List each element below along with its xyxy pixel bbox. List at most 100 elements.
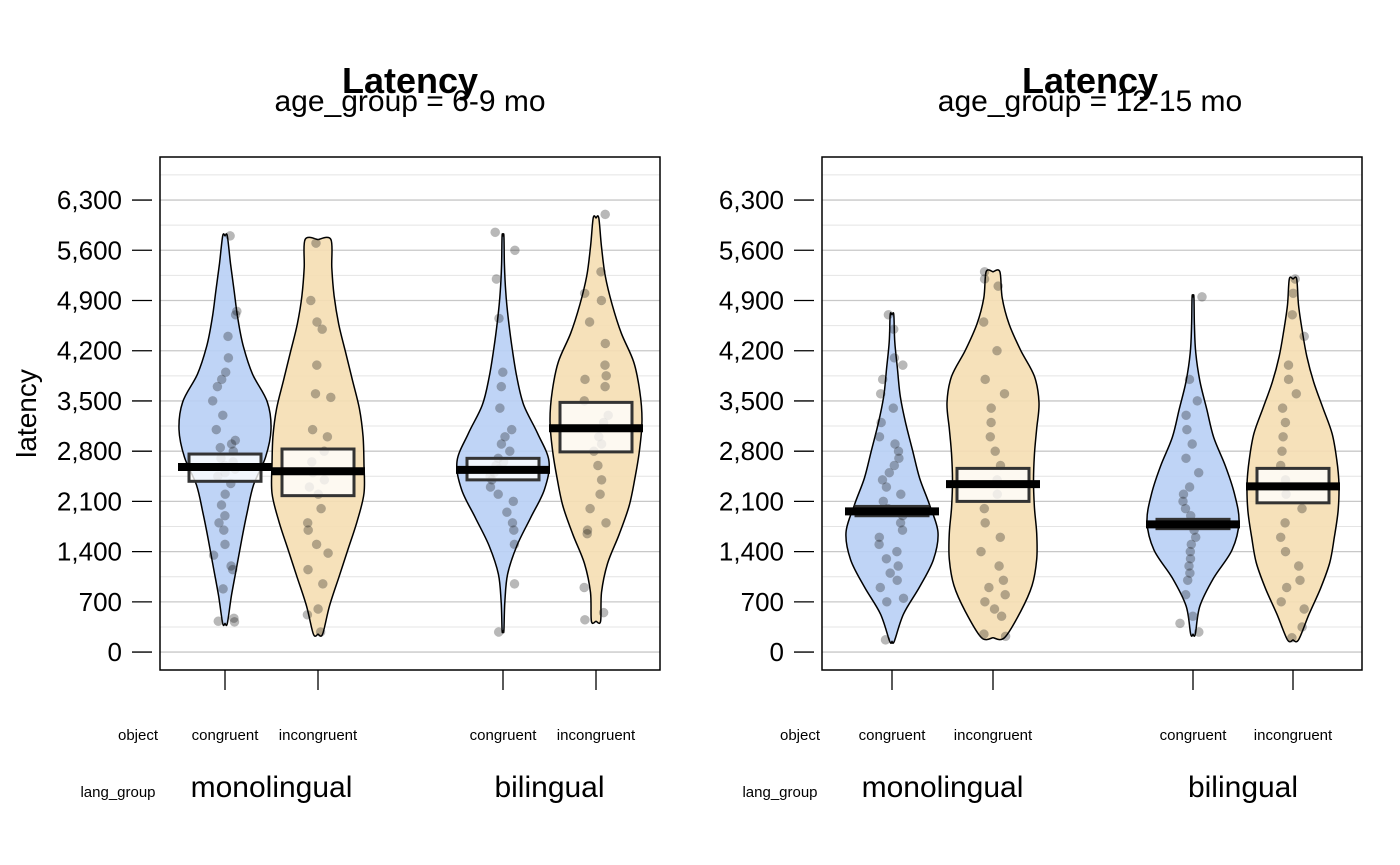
data-point [580, 374, 590, 385]
data-point [596, 295, 607, 306]
data-point [979, 266, 990, 277]
data-point [491, 274, 502, 284]
data-point [892, 546, 902, 557]
data-point [986, 417, 996, 428]
data-point [1297, 503, 1307, 514]
data-point [303, 525, 314, 535]
data-point [315, 627, 326, 637]
data-point [979, 274, 990, 284]
y-tick-label: 0 [108, 637, 122, 667]
violin-bilingual-congruent [1146, 292, 1240, 637]
data-point [1181, 453, 1191, 464]
x-factor-label-lang-group: lang_group [742, 784, 817, 801]
data-point [495, 403, 505, 413]
violin-shape [178, 233, 272, 627]
data-point [994, 561, 1004, 571]
data-point [490, 227, 501, 238]
data-point [883, 309, 894, 320]
data-point [313, 604, 323, 614]
data-point [874, 431, 885, 442]
data-point [1277, 446, 1287, 457]
data-point [500, 431, 510, 442]
x-object-label: incongruent [279, 727, 358, 744]
data-point [897, 525, 908, 535]
data-point [220, 539, 230, 550]
data-point [302, 609, 313, 620]
y-tick-label: 4,900 [719, 285, 784, 315]
data-point [493, 627, 504, 637]
data-point [875, 388, 886, 399]
data-point [225, 231, 235, 241]
data-point [876, 417, 887, 428]
plot-frame [159, 156, 661, 671]
violin-shape [946, 269, 1040, 641]
y-tick-label: 2,800 [57, 436, 122, 466]
y-tick-label: 700 [79, 587, 122, 617]
data-point [1178, 489, 1189, 500]
violin-shape [456, 233, 550, 634]
data-point [595, 489, 605, 500]
data-point [1000, 631, 1011, 642]
data-point [596, 266, 606, 277]
data-point [223, 353, 234, 363]
data-point [884, 467, 895, 478]
data-point [496, 381, 507, 392]
data-point [1197, 292, 1207, 302]
y-tick-label: 4,900 [57, 285, 122, 315]
data-point [1185, 568, 1195, 578]
data-point [1193, 467, 1204, 478]
data-point [893, 561, 904, 571]
data-point [874, 539, 884, 550]
y-tick-label: 6,300 [719, 185, 784, 215]
data-point [216, 374, 227, 385]
x-group-label: monolingual [862, 771, 1024, 804]
data-point [218, 584, 228, 594]
data-point [311, 238, 321, 248]
data-point [976, 546, 986, 557]
data-point [892, 575, 903, 586]
data-point [220, 489, 231, 500]
y-axis: 0 700 1,400 2,100 2,800 3,500 4,200 4,900 5,600 6… [11, 185, 152, 667]
data-point [494, 313, 504, 324]
data-point [881, 482, 892, 492]
data-point [978, 317, 989, 327]
data-point [310, 388, 321, 399]
y-tick-label: 5,600 [719, 235, 784, 265]
data-point [323, 548, 333, 558]
data-point [985, 431, 996, 442]
data-point [598, 607, 609, 618]
data-point [1280, 546, 1291, 557]
data-point [226, 561, 236, 571]
data-point [895, 518, 906, 528]
data-point [1281, 582, 1292, 593]
panel-subtitle: age_group = 12-15 mo [938, 85, 1242, 118]
data-point [880, 635, 891, 645]
data-point [999, 388, 1010, 399]
data-point [216, 500, 227, 510]
data-point [600, 360, 610, 370]
data-point [213, 616, 224, 627]
data-point [1299, 604, 1310, 614]
data-point [317, 324, 328, 335]
x-group-label: bilingual [494, 771, 604, 804]
data-point [207, 396, 218, 406]
data-point [582, 525, 593, 535]
data-point [1287, 632, 1297, 643]
data-point [507, 518, 518, 528]
data-point [998, 575, 1009, 586]
data-point [895, 489, 906, 500]
data-point [509, 579, 520, 589]
data-point [893, 446, 904, 457]
y-tick-label: 1,400 [57, 537, 122, 567]
x-group-label: bilingual [1188, 771, 1298, 804]
data-point [212, 381, 223, 392]
data-point [580, 614, 590, 625]
x-object-label: congruent [470, 727, 538, 744]
data-point [312, 317, 322, 327]
data-point [217, 410, 228, 421]
violin-bilingual-incongruent [549, 209, 643, 625]
data-point [502, 507, 512, 518]
x-object-label: congruent [1160, 727, 1228, 744]
